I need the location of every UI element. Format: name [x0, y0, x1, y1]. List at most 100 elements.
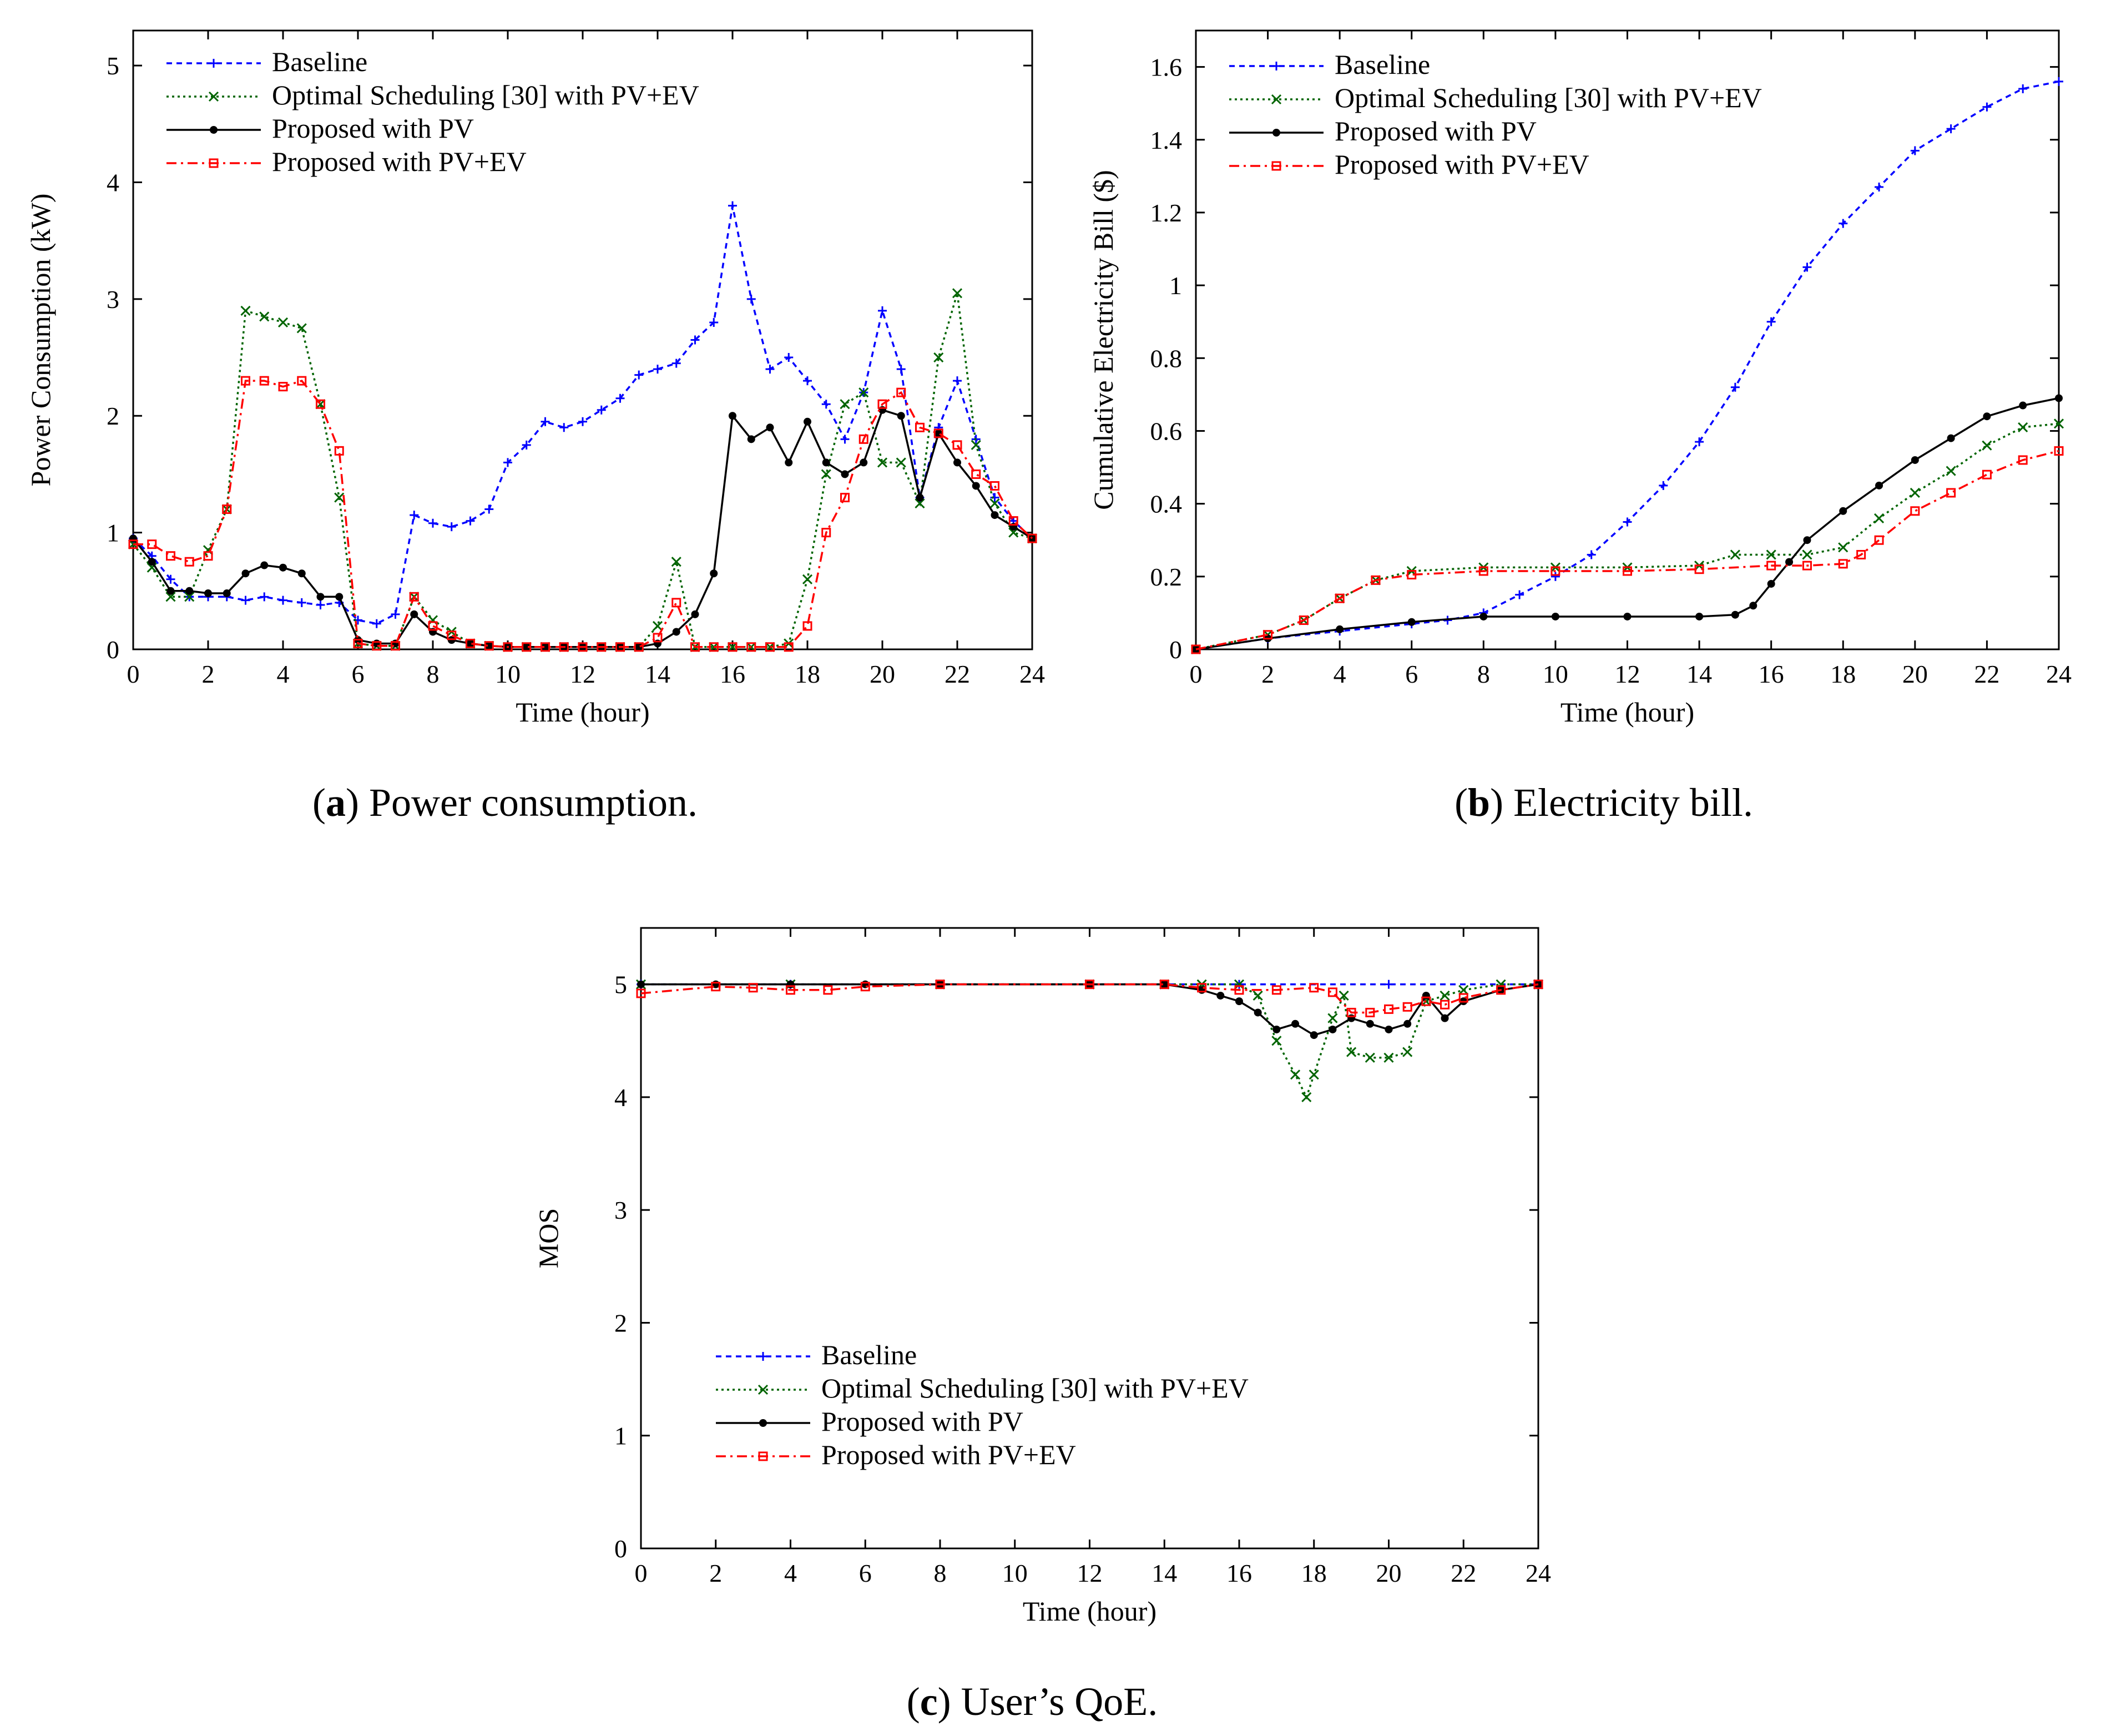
data-point: [259, 376, 269, 386]
series-line: [1195, 397, 2059, 650]
y-tick-label: 1: [1169, 271, 1182, 300]
data-point: [1234, 979, 1245, 990]
data-point: [316, 600, 325, 610]
data-point: [1366, 1020, 1374, 1028]
data-point: [1496, 979, 1506, 990]
data-point: [409, 592, 419, 602]
data-point: [522, 642, 532, 652]
data-point: [559, 642, 569, 652]
y-tick-label: 1: [107, 519, 119, 547]
data-point: [784, 642, 794, 652]
data-point: [1947, 434, 1955, 442]
y-axis-label: Cumulative Electricity Bill ($): [1088, 170, 1119, 509]
data-point: [522, 643, 531, 651]
data-point: [1623, 566, 1632, 576]
data-point: [316, 593, 325, 601]
data-point: [485, 642, 493, 650]
data-point: [241, 596, 250, 605]
data-point: [747, 435, 755, 443]
x-tick-label: 16: [1226, 1559, 1252, 1587]
data-point: [1551, 572, 1560, 581]
data-point: [2019, 401, 2027, 410]
x-tick-label: 10: [1543, 660, 1568, 688]
data-point: [671, 359, 681, 368]
data-point: [1458, 993, 1468, 1003]
data-point: [1695, 612, 1704, 620]
data-point: [2018, 455, 2028, 465]
data-point: [184, 557, 194, 567]
y-axis-label: MOS: [533, 1208, 564, 1268]
x-tick-label: 2: [202, 660, 215, 688]
x-tick-label: 14: [1151, 1559, 1177, 1587]
data-point: [1767, 579, 1775, 588]
series-line: [640, 983, 1539, 1014]
data-point: [559, 423, 569, 432]
data-point: [1785, 558, 1794, 566]
data-point: [1191, 644, 1201, 654]
data-point: [166, 587, 175, 595]
y-tick-label: 0.2: [1150, 563, 1183, 591]
data-point: [484, 641, 494, 651]
data-point: [652, 620, 663, 631]
data-point: [1299, 615, 1309, 625]
data-point: [241, 376, 250, 386]
data-point: [2054, 77, 2063, 86]
plot-frame: [132, 29, 1033, 650]
data-point: [785, 458, 793, 467]
plot-frame: [1195, 29, 2060, 650]
data-point: [1216, 991, 1225, 1000]
data-point: [1263, 630, 1273, 640]
data-point: [860, 982, 870, 992]
data-point: [860, 458, 868, 467]
legend-label: Proposed with PV: [821, 1406, 1023, 1437]
data-point: [1749, 602, 1757, 610]
data-point: [690, 642, 700, 652]
data-point: [1802, 263, 1812, 272]
data-point: [410, 610, 418, 618]
data-point: [1160, 980, 1169, 988]
data-point: [953, 458, 961, 467]
x-tick-label: 14: [1686, 660, 1712, 688]
data-point: [1402, 1002, 1412, 1012]
legend-marker: [208, 91, 219, 102]
series-square: [128, 376, 1037, 652]
data-point: [597, 405, 606, 415]
y-tick-label: 0: [614, 1535, 627, 1563]
data-point: [672, 628, 680, 636]
data-point: [1234, 985, 1244, 995]
x-tick-label: 22: [945, 660, 970, 688]
data-point: [1875, 183, 1884, 192]
x-tick-label: 20: [1902, 660, 1928, 688]
data-point: [990, 481, 999, 491]
data-point: [2018, 422, 2028, 432]
data-point: [1458, 985, 1469, 995]
plot-frame: [640, 927, 1539, 1550]
series-square: [1191, 446, 2064, 654]
data-point: [1440, 1000, 1450, 1010]
data-point: [260, 592, 269, 602]
data-point: [259, 311, 270, 322]
data-point: [1440, 990, 1450, 1001]
legend-label: Proposed with PV+EV: [1335, 149, 1589, 180]
series-line: [133, 380, 1033, 648]
data-point: [1329, 1025, 1337, 1033]
data-point: [1384, 1004, 1393, 1014]
data-point: [1496, 985, 1506, 995]
data-point: [615, 642, 625, 652]
data-point: [2054, 446, 2064, 456]
data-point: [990, 493, 999, 502]
data-point: [1910, 506, 1920, 516]
y-tick-label: 2: [107, 402, 119, 430]
data-point: [784, 353, 794, 362]
series-square: [636, 980, 1543, 1017]
y-tick-label: 0: [1169, 635, 1182, 664]
data-point: [447, 630, 457, 640]
data-point: [277, 317, 289, 328]
caption-a: (a) Power consumption.: [312, 780, 698, 825]
y-tick-label: 0.8: [1150, 344, 1183, 372]
data-point: [861, 980, 870, 988]
data-point: [915, 422, 925, 432]
data-point: [1838, 559, 1848, 569]
series-line: [1195, 422, 2059, 650]
data-point: [786, 980, 795, 988]
